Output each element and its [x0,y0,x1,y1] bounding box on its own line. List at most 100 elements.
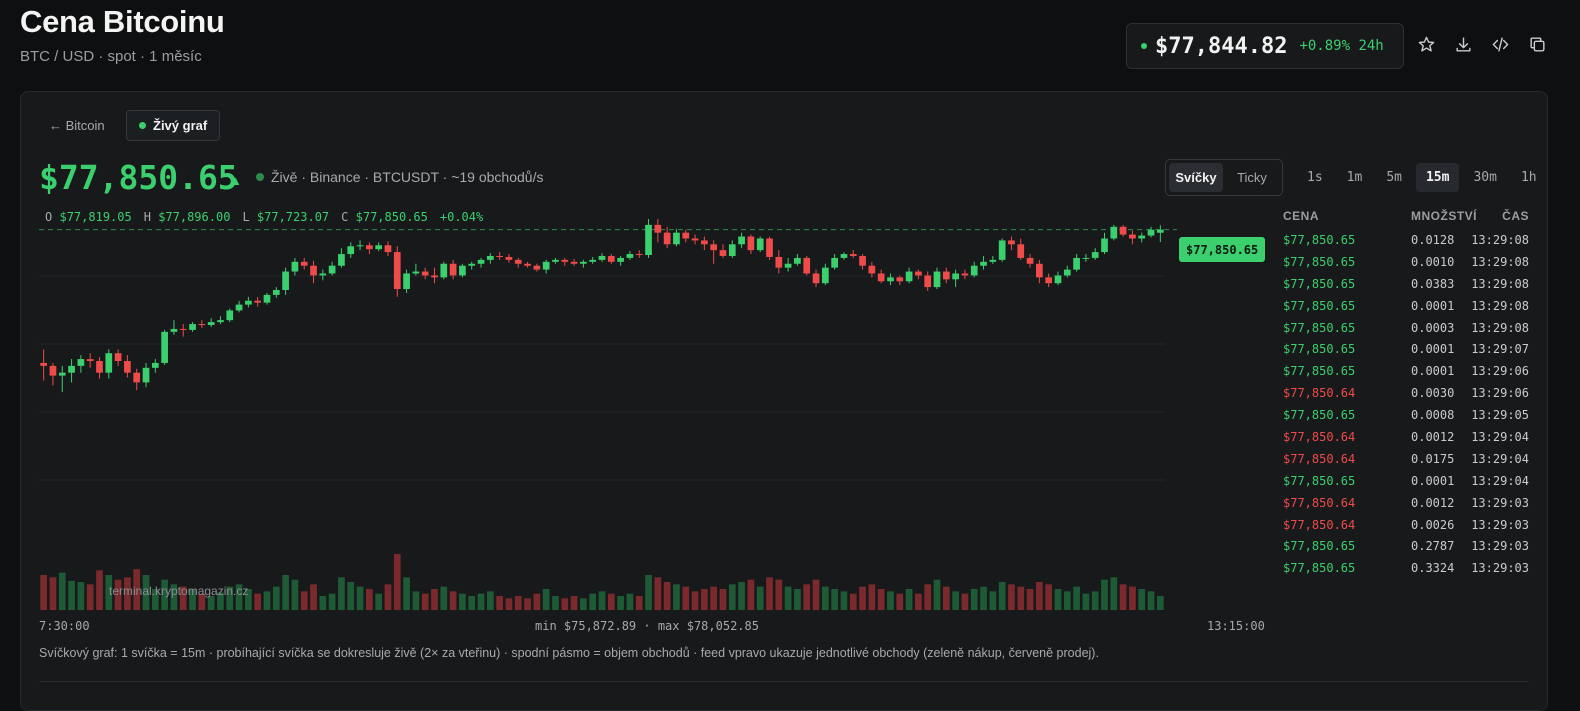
candle-body [40,362,48,366]
candle-body [496,255,503,257]
live-dot-icon [139,122,146,129]
candle-body [933,271,941,288]
candle-body [151,362,159,368]
volume-bar [1008,584,1015,610]
star-icon[interactable] [1415,33,1438,56]
timeframe-1m-button[interactable]: 1m [1346,170,1363,185]
trade-qty: 0.3324 [1411,561,1455,576]
volume-bar [319,596,327,610]
trade-qty: 0.0175 [1411,451,1455,466]
candle-body [905,271,913,282]
timeframe-1s-button[interactable]: 1s [1307,170,1323,185]
volume-bar [607,593,615,610]
candle-body [58,372,66,376]
trade-price: $77,850.64 [1283,451,1356,466]
candle-body [300,261,308,266]
candle-body [263,294,271,303]
volume-bar [701,589,708,610]
trade-price: $77,850.65 [1283,364,1356,379]
status-dot-icon [256,173,264,181]
copy-icon[interactable] [1526,33,1549,56]
candle-body [347,246,355,255]
download-icon[interactable] [1452,33,1475,56]
candle-body [272,290,280,295]
volume-bar [570,596,578,610]
ohlc-open-label: O [45,210,53,224]
candle-body [952,273,959,280]
trade-row: $77,850.64 0.0030 13:29:06 [1283,382,1529,404]
volume-bar [626,593,634,610]
volume-bar [1156,596,1164,610]
mode-ticks-button[interactable]: Ticky [1237,170,1267,185]
trade-row: $77,850.65 0.0001 13:29:07 [1283,338,1529,360]
candle-body [514,259,522,264]
volume-bar [486,591,494,610]
code-icon[interactable] [1489,33,1512,56]
volume-bar [1147,591,1155,610]
back-to-bitcoin-link[interactable]: ← Bitcoin [49,118,105,133]
volume-bar [970,589,978,610]
trade-time: 13:29:05 [1471,408,1529,423]
candle-body [617,257,624,262]
candle-body [738,236,745,245]
volume-bar [1063,591,1071,610]
candlestick-chart[interactable] [21,92,1281,622]
volume-bar [347,582,355,610]
trade-row: $77,850.64 0.0026 13:29:03 [1283,514,1529,536]
trade-qty: 0.0012 [1411,429,1455,444]
trade-row: $77,850.65 0.0008 13:29:05 [1283,404,1529,426]
volume-bar [942,586,950,610]
trade-price: $77,850.65 [1283,276,1356,291]
trade-row: $77,850.65 0.0003 13:29:08 [1283,317,1529,339]
volume-bar [1026,589,1034,610]
volume-bar [766,577,773,610]
volume-bar [412,591,420,610]
trade-time: 13:29:08 [1471,298,1529,313]
timeframe-5m-button[interactable]: 5m [1386,170,1402,185]
candle-body [570,261,578,264]
candle-body [319,273,327,276]
ohlc-high-label: H [143,210,151,224]
volume-bar [961,593,969,610]
volume-bar [524,598,531,610]
volume-bar [756,586,764,610]
trade-row: $77,850.65 0.0010 13:29:08 [1283,251,1529,273]
mode-candles-button[interactable]: Svíčky [1169,163,1223,192]
trade-row: $77,850.64 0.0012 13:29:04 [1283,426,1529,448]
candle-body [961,273,969,276]
volume-bar [1073,586,1080,610]
volume-bar [980,586,987,610]
volume-bar [859,586,866,610]
timeframe-30m-button[interactable]: 30m [1473,170,1497,185]
volume-bar [124,577,131,610]
candle-body [1008,240,1015,245]
candle-body [710,244,718,251]
trade-qty: 0.0001 [1411,364,1455,379]
volume-bar [440,586,448,610]
feed-col-price: CENA [1283,209,1320,223]
candle-body [440,263,448,278]
volume-bar [589,593,597,610]
trade-feed: CENA MNOŽSTVÍ ČAS $77,850.65 0.0128 13:29:… [1283,209,1529,579]
volume-bar [552,596,559,610]
candle-body [449,263,457,276]
candle-body [142,367,150,383]
live-status: Živě · Binance · BTCUSDT · ~19 obchodů/s [256,169,543,185]
volume-bar [1129,586,1136,610]
trade-qty: 0.2787 [1411,539,1455,554]
timeframe-15m-button[interactable]: 15m [1415,163,1460,192]
volume-bar [421,593,429,610]
candle-body [1101,238,1108,253]
divider [39,681,1529,682]
candle-body [766,238,773,257]
candle-body [235,304,243,311]
tab-live-chart[interactable]: Živý graf [126,110,221,141]
volume-bar [310,584,317,610]
volume-bar [133,569,141,610]
volume-bar [431,589,438,610]
candle-body [682,232,690,239]
timeframe-1h-button[interactable]: 1h [1520,170,1537,185]
trade-qty: 0.0001 [1411,473,1455,488]
candle-body [524,263,531,266]
trade-price: $77,850.64 [1283,429,1356,444]
